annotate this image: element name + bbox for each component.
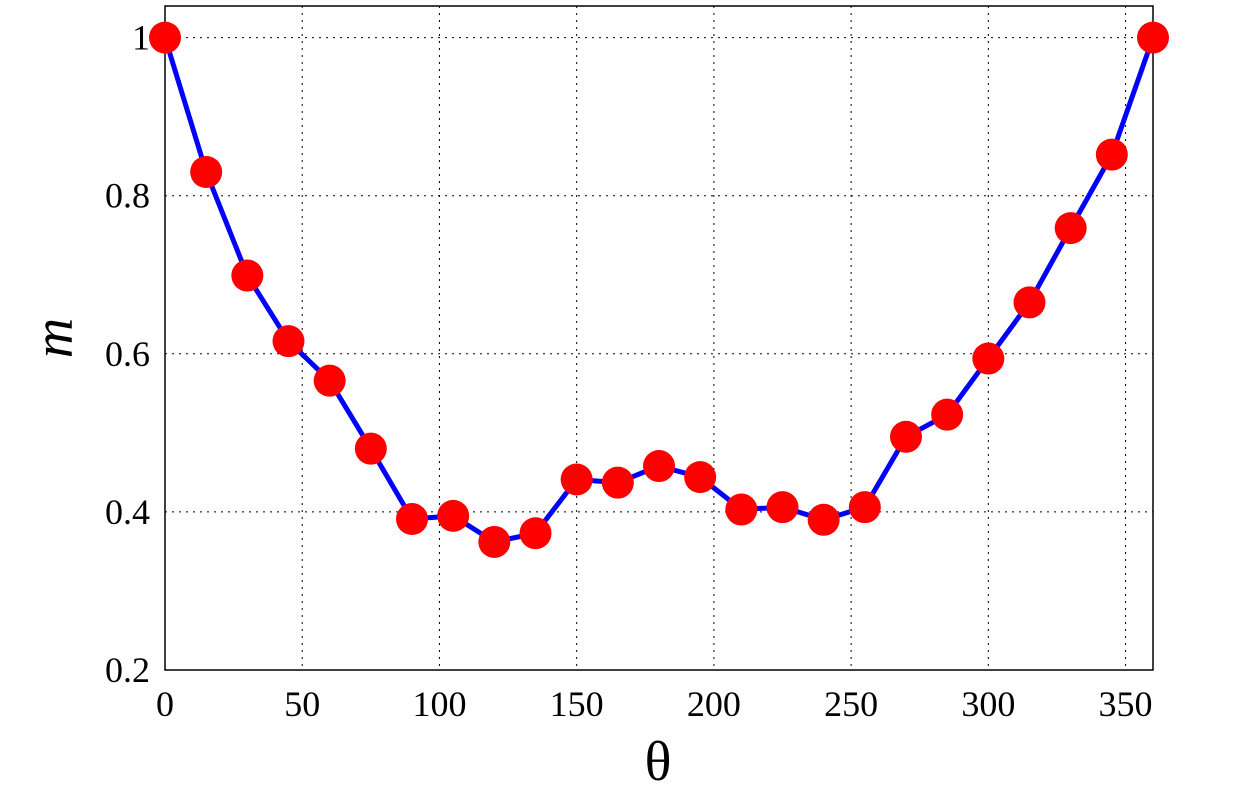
x-tick-label: 100	[412, 684, 466, 724]
data-point	[931, 398, 964, 431]
data-point	[766, 491, 799, 524]
data-point	[272, 325, 305, 358]
data-point	[848, 491, 881, 524]
data-point	[519, 517, 552, 550]
x-tick-label: 250	[824, 684, 878, 724]
data-point	[972, 342, 1005, 375]
y-axis-label: m	[23, 318, 85, 358]
y-tick-label: 1	[132, 18, 150, 58]
data-point	[1095, 138, 1128, 171]
y-tick-label: 0.8	[105, 176, 150, 216]
y-tick-label: 0.2	[105, 650, 150, 690]
data-point	[1137, 21, 1169, 54]
plot-frame	[164, 5, 1154, 671]
x-tick-label: 350	[1099, 684, 1153, 724]
x-tick-label: 200	[687, 684, 741, 724]
data-point	[149, 21, 181, 54]
y-tick-label: 0.4	[105, 492, 150, 532]
data-point	[231, 259, 264, 292]
x-axis-label: θ	[645, 731, 672, 793]
data-point	[807, 503, 840, 536]
data-point	[560, 463, 593, 496]
x-tick-label: 0	[156, 684, 174, 724]
data-point	[1013, 286, 1046, 319]
x-tick-label: 300	[961, 684, 1015, 724]
data-point	[890, 420, 922, 453]
data-point	[684, 461, 717, 494]
x-tick-label: 150	[550, 684, 604, 724]
data-point	[313, 364, 346, 397]
x-tick-label: 50	[284, 684, 320, 724]
data-point	[601, 466, 634, 499]
data-point	[190, 156, 223, 188]
data-point	[478, 525, 511, 558]
data-point	[1054, 212, 1087, 245]
data-point	[643, 450, 675, 483]
data-point	[437, 499, 470, 532]
data-point	[725, 493, 758, 526]
y-tick-label: 0.6	[105, 334, 150, 374]
data-point	[396, 503, 428, 536]
data-point	[354, 432, 387, 465]
